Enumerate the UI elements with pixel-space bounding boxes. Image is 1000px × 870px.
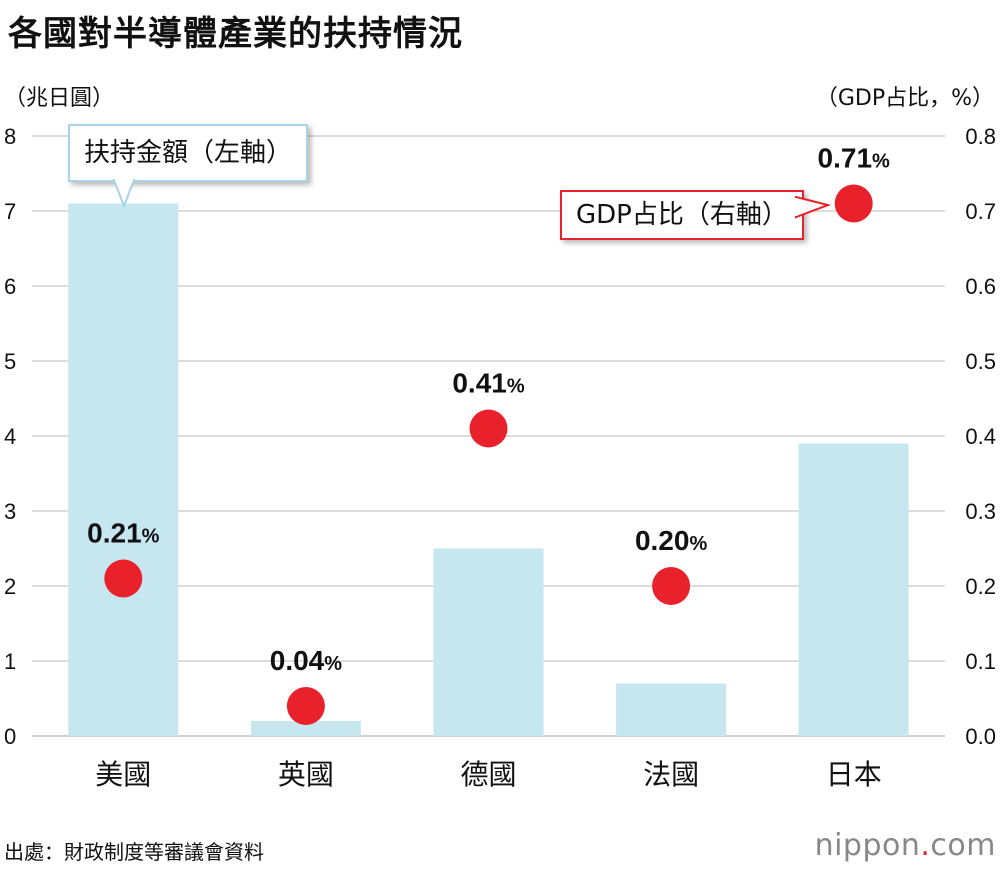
category-label: 法國 bbox=[643, 758, 699, 791]
left-tick-label: 3 bbox=[4, 499, 16, 524]
left-tick-label: 4 bbox=[4, 424, 16, 449]
left-tick-label: 6 bbox=[4, 274, 16, 299]
gdp-callout-pointer bbox=[794, 195, 830, 219]
chart-title: 各國對半導體產業的扶持情況 bbox=[8, 14, 463, 54]
left-axis-unit: （兆日圓） bbox=[4, 86, 115, 111]
gdp-dot bbox=[104, 559, 143, 598]
gdp-dot bbox=[652, 567, 691, 605]
category-label: 美國 bbox=[95, 758, 151, 791]
gdp-legend-label: GDP占比（右軸） bbox=[576, 200, 788, 230]
bar bbox=[250, 721, 361, 736]
right-tick-label: 0.5 bbox=[965, 349, 996, 374]
right-tick-label: 0.1 bbox=[965, 649, 996, 674]
bar bbox=[798, 443, 909, 736]
right-tick-label: 0.6 bbox=[965, 274, 996, 299]
right-tick-label: 0.4 bbox=[965, 424, 996, 449]
gdp-dot bbox=[286, 687, 325, 725]
right-tick-label: 0.3 bbox=[965, 499, 996, 524]
left-tick-label: 8 bbox=[4, 124, 16, 149]
left-tick-label: 5 bbox=[4, 349, 16, 374]
gdp-data-label: 0.04% bbox=[270, 645, 343, 676]
gdp-data-label: 0.21% bbox=[87, 518, 160, 549]
gdp-data-label: 0.20% bbox=[635, 525, 708, 556]
brand-logo: nippon.com bbox=[814, 828, 996, 863]
bar bbox=[68, 203, 179, 736]
bar bbox=[616, 683, 727, 736]
right-tick-label: 0.2 bbox=[965, 574, 996, 599]
gdp-legend-callout: GDP占比（右軸） bbox=[560, 190, 804, 240]
category-label: 德國 bbox=[460, 758, 516, 791]
bar-callout-pointer bbox=[112, 178, 136, 208]
bar-legend-label: 扶持金額（左軸） bbox=[84, 138, 293, 168]
left-tick-label: 1 bbox=[4, 649, 16, 674]
left-tick-label: 2 bbox=[4, 574, 16, 599]
gdp-data-label: 0.71% bbox=[818, 143, 891, 174]
bar-legend-callout: 扶持金額（左軸） bbox=[68, 124, 309, 182]
gdp-dot bbox=[469, 409, 508, 448]
left-tick-label: 7 bbox=[4, 199, 16, 224]
right-tick-label: 0.0 bbox=[965, 724, 996, 749]
source-note: 出處：財政制度等審議會資料 bbox=[4, 840, 264, 864]
gdp-data-label: 0.41% bbox=[452, 368, 525, 399]
category-label: 日本 bbox=[826, 758, 882, 791]
right-tick-label: 0.8 bbox=[965, 124, 996, 149]
bar bbox=[433, 548, 544, 736]
right-axis-unit: （GDP占比，%） bbox=[815, 86, 994, 111]
gdp-dot bbox=[834, 184, 873, 223]
right-tick-label: 0.7 bbox=[965, 199, 996, 224]
category-label: 英國 bbox=[278, 758, 334, 791]
left-tick-label: 0 bbox=[4, 724, 16, 749]
